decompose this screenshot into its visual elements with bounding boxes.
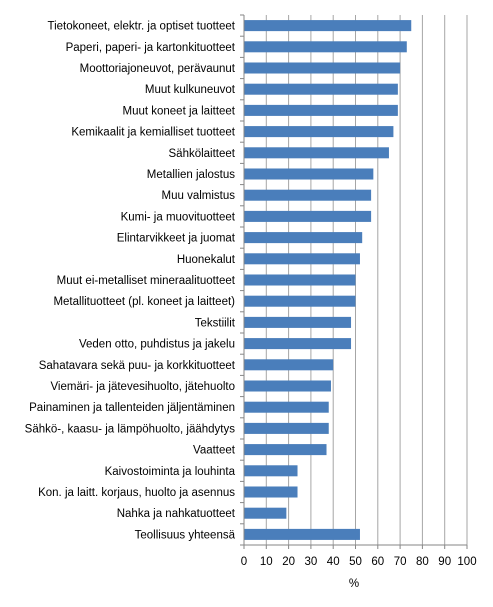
bar-2 [244,41,407,53]
category-label-15: Tekstiilit [195,317,236,329]
x-tick-label-40: 40 [327,556,340,568]
bar-4 [244,83,398,95]
category-label-11: Elintarvikkeet ja juomat [117,233,236,245]
bar-24 [244,507,287,519]
bar-18 [244,380,331,392]
category-label-19: Painaminen ja tallenteiden jäljentäminen [29,402,235,414]
x-tick-label-60: 60 [371,556,384,568]
bar-21 [244,444,327,456]
bar-17 [244,359,334,371]
category-labels: Tietokoneet, elektr. ja optiset tuotteet… [25,21,236,542]
category-label-10: Kumi- ja muovituotteet [121,211,236,223]
category-label-5: Muut koneet ja laitteet [122,105,235,117]
x-tick-label-50: 50 [349,556,362,568]
category-label-9: Muu valmistus [162,190,236,202]
category-label-20: Sähkö-, kaasu- ja lämpöhuolto, jäähdytys [25,423,236,435]
category-label-13: Muut ei-metalliset mineraalituotteet [57,275,236,287]
axes [240,14,468,549]
category-label-17: Sahatavara sekä puu- ja korkkituotteet [39,360,236,372]
bar-22 [244,465,298,477]
category-label-1: Tietokoneet, elektr. ja optiset tuotteet [47,21,235,33]
bar-12 [244,253,360,265]
bar-5 [244,104,398,116]
x-tick-label-80: 80 [416,556,429,568]
bars [244,20,412,540]
category-label-14: Metallituotteet (pl. koneet ja laitteet) [53,296,235,308]
x-axis-label: % [349,578,359,590]
bar-6 [244,126,394,138]
category-label-18: Viemäri- ja jätevesihuolto, jätehuolto [50,381,235,393]
category-label-24: Nahka ja nahkatuotteet [117,508,236,520]
bar-7 [244,147,389,159]
category-label-16: Veden otto, puhdistus ja jakelu [79,339,235,351]
category-label-25: Teollisuus yhteensä [135,529,236,541]
category-label-6: Kemikaalit ja kemialliset tuotteet [71,127,235,139]
bar-23 [244,486,298,498]
tick-labels: 0 10 20 30 40 50 60 70 80 90 100 [241,556,477,568]
x-tick-label-100: 100 [457,556,476,568]
category-label-8: Metallien jalostus [147,169,235,181]
bar-3 [244,62,401,74]
category-label-7: Sähkölaitteet [169,148,236,160]
bar-25 [244,528,360,540]
bar-1 [244,20,412,32]
category-label-3: Moottoriajoneuvot, perävaunut [80,63,236,75]
x-tick-label-90: 90 [438,556,451,568]
bar-15 [244,316,352,328]
bar-9 [244,189,372,201]
x-tick-label-0: 0 [241,556,247,568]
category-label-2: Paperi, paperi- ja kartonkituotteet [66,42,236,54]
x-tick-label-30: 30 [305,556,318,568]
bar-19 [244,401,329,413]
x-tick-label-10: 10 [260,556,273,568]
bar-20 [244,422,329,434]
category-label-4: Muut kulkuneuvot [145,84,236,96]
x-tick-label-70: 70 [394,556,407,568]
bar-10 [244,210,372,222]
bar-11 [244,232,363,244]
bar-13 [244,274,356,286]
category-label-21: Vaatteet [193,445,236,457]
x-tick-label-20: 20 [282,556,295,568]
bar-8 [244,168,374,180]
category-label-22: Kaivostoiminta ja louhinta [105,466,236,478]
bar-14 [244,295,356,307]
bar-16 [244,338,352,350]
category-label-12: Huonekalut [177,254,236,266]
category-label-23: Kon. ja laitt. korjaus, huolto ja asennu… [38,487,235,499]
